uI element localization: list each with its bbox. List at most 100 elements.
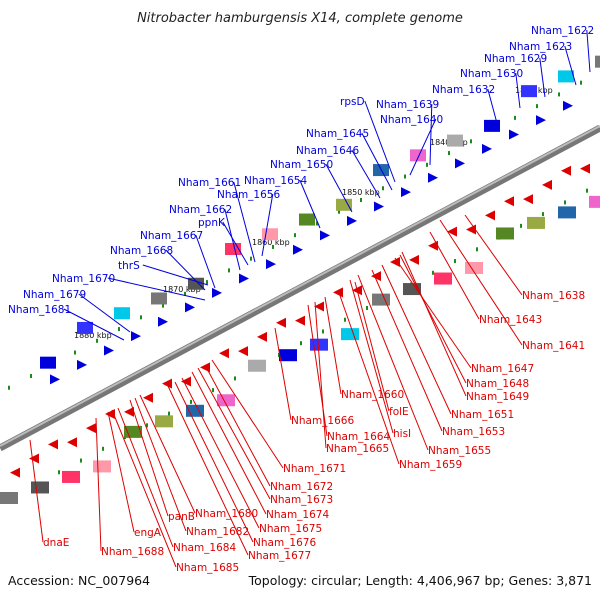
gene-feature-box [595, 55, 600, 68]
guide-dot [514, 115, 516, 120]
gene-label-bottom: Nham_1659 [399, 459, 462, 471]
gene-feature-box [155, 415, 173, 428]
accession-text: Accession: NC_007964 [8, 573, 150, 588]
gene-arrow-forward [536, 115, 546, 126]
gene-label-bottom: Nham_1643 [479, 314, 542, 326]
gene-feature-box [336, 198, 352, 211]
gene-arrow-reverse [10, 467, 20, 478]
genome-backbone [0, 124, 600, 452]
gene-label-top: Nham_1670 [52, 273, 115, 285]
gene-label-bottom: Nham_1680 [195, 508, 258, 520]
gene-label-top: Nham_1629 [484, 53, 547, 65]
gene-label-leader [134, 397, 187, 532]
gene-label-bottom: Nham_1676 [253, 537, 316, 549]
gene-label-bottom: Nham_1664 [327, 431, 390, 443]
guide-dot [162, 303, 164, 308]
gene-label-top: Nham_1656 [217, 189, 280, 201]
gene-label-leader [117, 407, 174, 548]
guide-dot [536, 104, 538, 109]
tick-label: 1850 kbp [342, 188, 380, 197]
gene-arrow-forward [320, 230, 330, 241]
guide-dot [366, 306, 368, 310]
gene-arrow-reverse [143, 392, 153, 403]
guide-dot [190, 399, 192, 404]
guide-dot [294, 233, 296, 238]
gene-label-leader [351, 149, 381, 199]
gene-arrow-forward [131, 331, 141, 342]
guide-dot [558, 92, 560, 97]
map-title: Nitrobacter hamburgensis X14, complete g… [137, 11, 463, 26]
guide-dot [250, 256, 252, 261]
gene-label-leader [324, 296, 342, 395]
gene-feature-box [188, 277, 204, 290]
gene-label-leader [174, 381, 254, 543]
gene-arrow-reverse [124, 406, 134, 417]
gene-label-bottom: Nham_1660 [341, 389, 404, 401]
gene-label-top: Nham_1662 [169, 204, 232, 216]
gene-label-leader [142, 264, 209, 286]
gene-label-bottom: Nham_1672 [270, 481, 333, 493]
gene-arrow-reverse [48, 439, 58, 450]
gene-label-leader [361, 132, 393, 191]
gene-feature-box [496, 227, 514, 240]
gene-label-bottom: hisI [393, 428, 411, 440]
gene-arrow-reverse [86, 423, 96, 434]
gene-label-leader [399, 254, 467, 384]
gene-arrow-forward [293, 244, 303, 255]
gene-label-bottom: Nham_1688 [101, 546, 164, 558]
guide-dot [322, 329, 324, 334]
gene-arrow-forward [266, 259, 276, 270]
gene-label-leader [224, 208, 241, 271]
gene-label-bottom: Nham_1673 [270, 494, 333, 506]
gene-label-leader [487, 88, 499, 128]
gene-arrow-forward [455, 158, 465, 169]
guide-dot [300, 341, 302, 346]
guide-dot [96, 338, 98, 343]
gene-label-bottom: Nham_1648 [466, 378, 529, 390]
gene-label-leader [222, 221, 249, 266]
guide-dot [184, 291, 186, 296]
gene-arrow-reverse [29, 453, 39, 464]
guide-dot [520, 223, 522, 228]
gene-label-leader [29, 439, 44, 543]
tick-label: 1870 kbp [163, 285, 201, 294]
gene-label-leader [539, 57, 546, 98]
gene-label-leader [78, 293, 131, 333]
gene-label-bottom: Nham_1655 [428, 445, 491, 457]
gene-label-leader [95, 417, 102, 552]
gene-arrow-reverse [181, 376, 191, 387]
guide-dot [228, 268, 230, 273]
gene-label-leader [195, 234, 216, 289]
gene-label-leader [63, 308, 125, 341]
gene-label-leader [129, 399, 169, 517]
gene-feature-box [31, 481, 49, 494]
gene-arrow-forward [239, 273, 249, 284]
gene-feature-box [62, 470, 80, 483]
gene-label-leader [107, 411, 135, 533]
guide-dot [74, 350, 76, 355]
guide-dot [30, 374, 32, 378]
gene-label-top: Nham_1632 [432, 84, 495, 96]
gene-arrow-reverse [485, 210, 495, 221]
gene-arrow-forward [50, 374, 60, 385]
gene-arrow-forward [482, 143, 492, 154]
gene-label-leader [515, 72, 521, 109]
gene-label-leader [464, 214, 523, 296]
gene-arrow-reverse [580, 163, 590, 174]
gene-label-bottom: Nham_1684 [173, 542, 236, 554]
gene-arrow-forward [428, 172, 438, 183]
gene-arrow-reverse [409, 254, 419, 265]
guide-dot [118, 327, 120, 332]
gene-feature-box [558, 206, 576, 219]
gene-label-leader [314, 301, 327, 449]
gene-feature-box [410, 149, 426, 162]
gene-label-leader [354, 281, 390, 412]
gene-arrow-forward [104, 345, 114, 356]
gene-feature-box [372, 293, 390, 306]
gene-label-leader [111, 409, 177, 568]
topology-summary: Topology: circular; Length: 4,406,967 bp… [248, 573, 592, 588]
gene-label-leader [586, 29, 591, 73]
tick-label: 1860 kbp [252, 238, 290, 247]
guide-dot [146, 423, 148, 428]
guide-dot [234, 376, 236, 381]
